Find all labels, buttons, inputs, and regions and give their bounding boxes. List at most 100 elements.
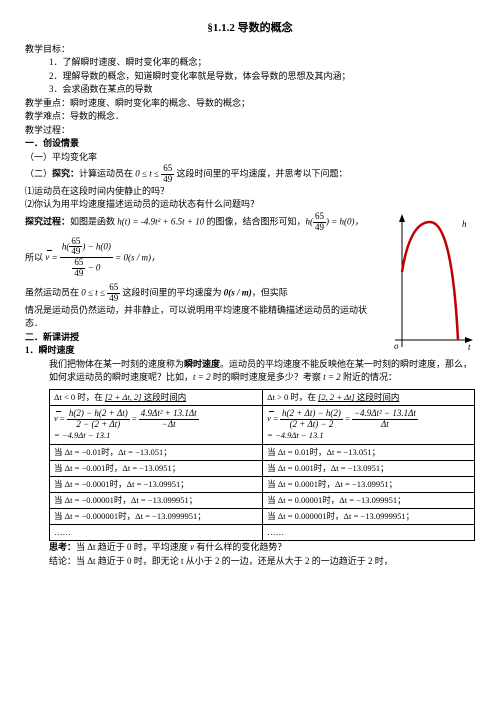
fd: 49 [69, 247, 82, 257]
inst-bold: 瞬时速度 [184, 359, 220, 369]
keypoint-row: 教学重点：瞬时速度、瞬时变化率的概念、导数的概念； [25, 97, 475, 111]
frac-den: 49 [313, 223, 326, 233]
sec12-a: 计算运动员在 [79, 168, 135, 178]
think-v: v [190, 542, 194, 552]
difficult-row: 教学难点：导数的概念． [25, 110, 475, 124]
hr-c: 这段时间内 [355, 392, 400, 402]
explore-func: h(t) = -4.9t² + 6.5t + 10 [117, 216, 204, 226]
table-row: 当 Δt = −0.00001时，Δt = −13.099951； [50, 493, 263, 509]
table-row: 当 Δt = −0.01时，Δt = −13.051； [50, 444, 263, 460]
table-header-left: Δt < 0 时，在 [2 + Δt, 2] 这段时间内 [50, 389, 263, 405]
eq-sign: = [49, 252, 60, 262]
fd1: 2 − (2 + Δt) [67, 420, 130, 430]
so-label: 所以 [25, 252, 45, 262]
hl-b: [2 + Δt, 2] [105, 392, 142, 402]
v-symbol: v [45, 252, 49, 262]
table-row: 当 Δt = −0.000001时，Δt = −13.0999951； [50, 509, 263, 525]
although-b: 这段时间里的平均速度为 [120, 288, 224, 298]
fd2: −Δt [139, 420, 199, 430]
situation-line: 情况是运动员仍然运动，并非静止，可以说明用平均速度不能精确描述运动员的运动状态． [25, 304, 370, 331]
h-frac: h( [305, 216, 313, 226]
section-1-2: （二）探究：计算运动员在 0 ≤ t ≤ 6549 这段时间里的平均速度，并思考… [25, 164, 475, 185]
frac-den: 49 [107, 294, 120, 304]
think-a: 当 Δt 趋近于 0 时，平均速度 [76, 542, 190, 552]
explore-b: 的图像，结合图形可知， [204, 216, 305, 226]
hl-a: Δt < 0 时，在 [54, 392, 105, 402]
keypoint-text: 瞬时速度、瞬时变化率的概念、导数的概念； [70, 98, 250, 108]
frac-den: 49 [161, 175, 174, 185]
table-header-right: Δt > 0 时，在 [2, 2 + Δt] 这段时间内 [263, 389, 475, 405]
page-title: §1.1.2 导数的概念 [25, 20, 475, 37]
big-fraction: h(6549) − h(0) 6549 − 0 [60, 237, 113, 280]
think-line: 思考：当 Δt 趋近于 0 时，平均速度 v 有什么样的变化趋势？ [49, 541, 475, 555]
fd2: Δt [352, 420, 418, 430]
question-2: ⑵你认为用平均速度描述运动员的运动状态有什么问题吗？ [25, 198, 475, 212]
although-line: 虽然运动员在 0 ≤ t ≤ 6549 这段时间里的平均速度为 0(s / m)… [25, 283, 370, 304]
table-row: 当 Δt = 0.000001时，Δt = −13.0999951； [263, 509, 475, 525]
inst-t2: t = 2 [193, 372, 211, 382]
conclusion-line: 结论：当 Δt 趋近于 0 时，即无论 t 从小于 2 的一边，还是从大于 2 … [49, 555, 475, 569]
hr-a: Δt > 0 时，在 [267, 392, 318, 402]
table-row: 当 Δt = 0.00001时，Δt = −13.099951； [263, 493, 475, 509]
goals-heading: 教学目标： [25, 43, 475, 57]
difficult-text: 导数的概念． [70, 111, 124, 121]
inst-t2b: t = 2 [323, 372, 341, 382]
table-row: …… [263, 525, 475, 541]
goal-item: 3．会求函数在某点的导数 [49, 83, 475, 97]
explore-a: 如图是函数 [70, 216, 117, 226]
svg-text:t: t [468, 342, 471, 352]
fraction: 6549 [107, 283, 120, 304]
think-heading: 思考： [49, 542, 76, 552]
eq-tail: = 0(s / m)， [115, 252, 160, 262]
table-row: 当 Δt = −0.001时，Δt = −13.0951； [50, 461, 263, 477]
eq-rhs: = h(0)， [329, 216, 364, 226]
explore-block: 探究过程：如图是函数 h(t) = -4.9t² + 6.5t + 10 的图像… [25, 212, 475, 331]
fraction: 6549 [313, 212, 326, 233]
range2-a: 0 ≤ [81, 288, 95, 298]
process-heading: 教学过程： [25, 124, 475, 138]
inst-c: 时的瞬时速度是多少？考察 [211, 372, 324, 382]
section-1-1: （一）平均变化率 [25, 151, 475, 165]
question-1: ⑴运动员在这段时间内使静止的吗？ [25, 185, 475, 199]
sec12-bold: 探究： [52, 168, 79, 178]
range-le: ≤ [152, 168, 161, 178]
explore-heading: 探究过程： [25, 216, 70, 226]
fd1: (2 + Δt) − 2 [280, 420, 343, 430]
explore-line-1: 探究过程：如图是函数 h(t) = -4.9t² + 6.5t + 10 的图像… [25, 212, 370, 233]
formula-right: v = h(2 + Δt) − h(2)(2 + Δt) − 2 = −4.9Δ… [263, 405, 475, 444]
although-a: 虽然运动员在 [25, 288, 81, 298]
table-row: …… [50, 525, 263, 541]
zero-sm: 0(s / m) [224, 288, 252, 298]
big-frac-num: h(6549) − h(0) [60, 237, 113, 259]
goal-item: 1．了解瞬时速度、瞬时变化率的概念； [49, 56, 475, 70]
delta-table: Δt < 0 时，在 [2 + Δt, 2] 这段时间内 Δt > 0 时，在 … [49, 389, 475, 541]
fe: = −4.9Δt − 13.1 [267, 430, 323, 440]
sec12-pre: （二） [25, 168, 52, 178]
fraction: 6549 [161, 164, 174, 185]
vbar-equation: 所以 v = h(6549) − h(0) 6549 − 0 = 0(s / m… [25, 237, 370, 280]
goal-item: 2．理解导数的概念，知道瞬时变化率就是导数，体会导数的思想及其内涵； [49, 70, 475, 84]
think-b: 有什么样的变化趋势？ [194, 542, 286, 552]
difficult-heading: 教学难点： [25, 111, 70, 121]
formula-left: v = h(2) − h(2 + Δt)2 − (2 + Δt) = 4.9Δt… [50, 405, 263, 444]
range2-le: ≤ [98, 288, 107, 298]
table-row: 当 Δt = −0.0001时，Δt = −13.09951； [50, 477, 263, 493]
hl-c: 这段时间内 [142, 392, 187, 402]
sec12-b: 这段时间里的平均速度，并思考以下问题： [174, 168, 347, 178]
inst-d: 附近的情况： [341, 372, 397, 382]
although-c: ，但实际 [252, 288, 288, 298]
inst-a: 我们把物体在某一时刻的速度称为 [49, 359, 184, 369]
svg-text:o: o [394, 341, 399, 351]
table-row: 当 Δt = 0.001时，Δt = −13.0951； [263, 461, 475, 477]
table-row: 当 Δt = 0.01时，Δt = −13.051； [263, 444, 475, 460]
table-row: 当 Δt = 0.0001时，Δt = −13.09951； [263, 477, 475, 493]
range-lhs: 0 ≤ [135, 168, 149, 178]
section-1-heading: 一．创设情景 [25, 137, 475, 151]
fd: 49 [72, 269, 85, 279]
fe: = −4.9Δt − 13.1 [54, 430, 110, 440]
keypoint-heading: 教学重点： [25, 98, 70, 108]
function-graph: h t o [390, 212, 475, 362]
hr-b: [2, 2 + Δt] [318, 392, 355, 402]
big-frac-den: 6549 − 0 [60, 258, 113, 279]
svg-text:h: h [462, 219, 467, 229]
